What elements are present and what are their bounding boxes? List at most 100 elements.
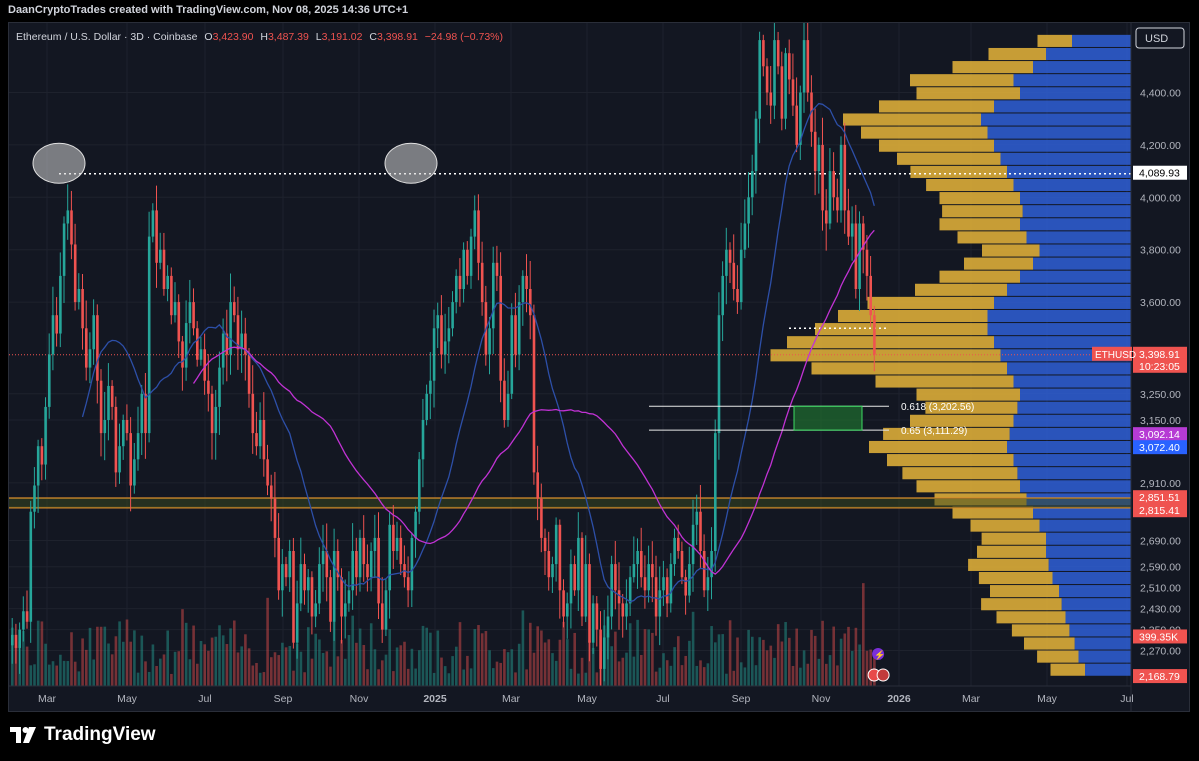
price-axis[interactable]: 4,400.00 4,200.00 4,000.00 3,800.00 3,600.00… <box>1092 23 1187 711</box>
candle-body <box>99 380 103 434</box>
chart-area[interactable]: 0.618 (3,202.56) 0.65 (3,111.29) ⚡ Ethere… <box>8 22 1190 712</box>
candle-body <box>447 328 451 342</box>
volume-profile <box>770 34 1131 676</box>
candle-body <box>625 603 628 617</box>
legend-l-value: 3,191.02 <box>322 31 363 43</box>
volume-bar <box>270 657 273 686</box>
candle-body <box>562 590 565 617</box>
candle-body <box>218 367 221 407</box>
volume-bar <box>129 641 132 686</box>
vp-buy-row <box>1050 663 1085 676</box>
vp-buy-row <box>968 558 1049 571</box>
volume-bar <box>59 654 62 686</box>
candle-body <box>440 315 443 355</box>
candle-body <box>59 275 62 334</box>
vp-buy-row <box>897 152 1001 165</box>
price-chart[interactable]: 0.618 (3,202.56) 0.65 (3,111.29) ⚡ Ethere… <box>9 23 1189 711</box>
volume-bar <box>125 619 129 686</box>
candle-body <box>418 459 421 512</box>
volume-bar <box>318 639 321 686</box>
volume-bar <box>29 665 33 686</box>
vp-buy-row <box>925 401 1018 414</box>
volume-bar <box>862 583 865 686</box>
event-markers[interactable]: ⚡ <box>867 648 890 682</box>
candle-body <box>636 551 639 565</box>
candle-body <box>344 603 347 617</box>
candle-body <box>776 40 780 67</box>
price-label-tag <box>1133 165 1187 180</box>
price-label-text: 4,089.93 <box>1139 168 1180 180</box>
volume-bar <box>836 665 839 686</box>
candle-body <box>281 564 284 591</box>
candle-body <box>366 564 369 578</box>
vp-buy-row <box>879 100 994 113</box>
volume-bar <box>55 665 58 686</box>
volume-bar <box>640 655 643 686</box>
candle-body <box>192 302 195 329</box>
candle-body <box>85 328 88 368</box>
candle-body <box>580 537 584 617</box>
volume-bar <box>181 609 184 686</box>
volume-bar <box>680 665 684 686</box>
candle-body <box>710 551 713 578</box>
fib-retracement[interactable]: 0.618 (3,202.56) 0.65 (3,111.29) <box>649 402 974 437</box>
volume-bar <box>580 657 584 686</box>
candle-body <box>458 275 462 289</box>
volume-bar <box>384 654 388 686</box>
candle-body <box>617 590 621 604</box>
candle-body <box>765 66 769 93</box>
legend: Ethereum / U.S. Dollar · 3D · Coinbase O… <box>16 31 503 43</box>
volume-bar <box>358 628 362 686</box>
volume-bar <box>813 635 817 686</box>
volume-bar <box>14 646 18 686</box>
volume-bar <box>395 647 399 686</box>
volume-bar <box>447 673 451 686</box>
price-tick-label: 4,200.00 <box>1140 140 1181 152</box>
candle-body <box>114 406 118 473</box>
volume-bar <box>103 626 107 686</box>
volume-bar <box>192 625 195 686</box>
candle-body <box>669 564 673 604</box>
volume-bar <box>381 660 384 686</box>
candle-body <box>495 262 499 276</box>
volume-bar <box>440 657 443 686</box>
candle-body <box>166 275 169 289</box>
volume-bar <box>529 622 532 686</box>
candle-body <box>603 637 606 669</box>
legend-c-label: C <box>369 31 377 43</box>
volume-bar <box>706 663 710 686</box>
candle-body <box>351 551 354 591</box>
time-axis[interactable]: Mar May Jul Sep Nov 2025 Mar May Jul Sep Nov 2026 Ma… <box>9 685 1134 705</box>
price-label-text: 2,851.51 <box>1139 492 1180 504</box>
candle-body <box>758 40 761 119</box>
volume-bar <box>788 637 791 686</box>
vp-sell-row <box>1052 571 1131 585</box>
candle-body <box>588 564 591 643</box>
currency-label: USD <box>1145 33 1168 45</box>
vp-sell-row <box>1039 519 1131 532</box>
volume-bar <box>458 622 462 686</box>
volume-bar <box>262 672 266 686</box>
vp-sell-row <box>1007 440 1131 454</box>
vp-sell-row <box>994 296 1131 309</box>
volume-bar <box>173 651 177 686</box>
volume-bar <box>244 634 247 686</box>
price-tick-label: 3,150.00 <box>1140 415 1181 427</box>
volume-bar <box>255 662 258 686</box>
candle-body <box>321 551 325 565</box>
price-label-text: 10:23:05 <box>1139 361 1180 373</box>
currency-button[interactable]: USD <box>1135 27 1185 49</box>
tradingview-logo[interactable]: TradingView <box>10 724 156 746</box>
volume-bar <box>344 658 347 686</box>
vp-sell-row <box>1078 650 1131 663</box>
time-tick-label: May <box>1037 693 1058 705</box>
candle-body <box>44 406 47 465</box>
vp-buy-row <box>916 480 1020 493</box>
candle-body <box>410 537 414 591</box>
vp-sell-row <box>1046 47 1131 61</box>
volume-bar <box>436 630 440 686</box>
vp-buy-row <box>981 532 1046 545</box>
candle-body <box>406 577 410 591</box>
vp-buy-row <box>996 611 1066 624</box>
volume-bar <box>147 671 151 686</box>
